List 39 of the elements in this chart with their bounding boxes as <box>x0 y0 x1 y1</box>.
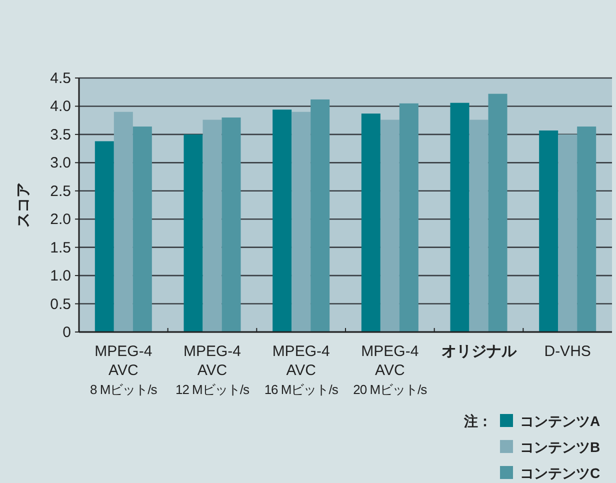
bar <box>577 126 596 332</box>
bar <box>539 130 558 332</box>
x-tick-label: MPEG-4 AVC 8 Mビット/s <box>90 343 158 397</box>
bar <box>469 120 488 332</box>
bar <box>450 102 470 332</box>
y-tick-label: 0 <box>62 324 71 341</box>
bar <box>292 112 311 332</box>
bar <box>380 120 400 332</box>
bar <box>558 134 578 332</box>
x-tick-label: MPEG-4 AVC 16 Mビット/s <box>264 343 339 397</box>
y-tick-label: 0.5 <box>50 296 71 313</box>
bar <box>184 134 203 332</box>
y-tick-label: 2.5 <box>50 182 71 200</box>
y-tick-label: 3.0 <box>50 154 71 172</box>
bar <box>132 126 152 332</box>
y-tick-label: 3.5 <box>50 126 71 144</box>
y-tick-label: 1.5 <box>50 239 71 256</box>
bar <box>94 141 114 332</box>
y-tick-label: 4.0 <box>50 98 71 116</box>
bar <box>202 120 222 332</box>
x-tick-label: D-VHS <box>544 343 591 360</box>
bar <box>114 112 133 332</box>
legend-label: コンテンツA <box>520 413 600 429</box>
bar <box>222 118 241 332</box>
y-tick-label: 1.0 <box>50 268 71 285</box>
bar <box>272 110 292 332</box>
y-axis-title: スコア <box>15 182 32 228</box>
y-tick-label: 4.5 <box>50 70 71 87</box>
legend-label: コンテンツC <box>520 465 600 481</box>
bar <box>399 103 418 332</box>
legend-title: 注： <box>463 413 492 429</box>
x-tick-label: MPEG-4 AVC 12 Mビット/s <box>175 343 250 397</box>
x-tick-label: MPEG-4 AVC 20 Mビット/s <box>353 343 428 397</box>
x-tick-label: オリジナル <box>441 343 518 360</box>
bar <box>310 99 330 332</box>
y-tick-label: 2.0 <box>50 211 71 228</box>
bar <box>361 114 380 332</box>
legend-label: コンテンツB <box>520 439 600 455</box>
bar <box>488 94 508 332</box>
